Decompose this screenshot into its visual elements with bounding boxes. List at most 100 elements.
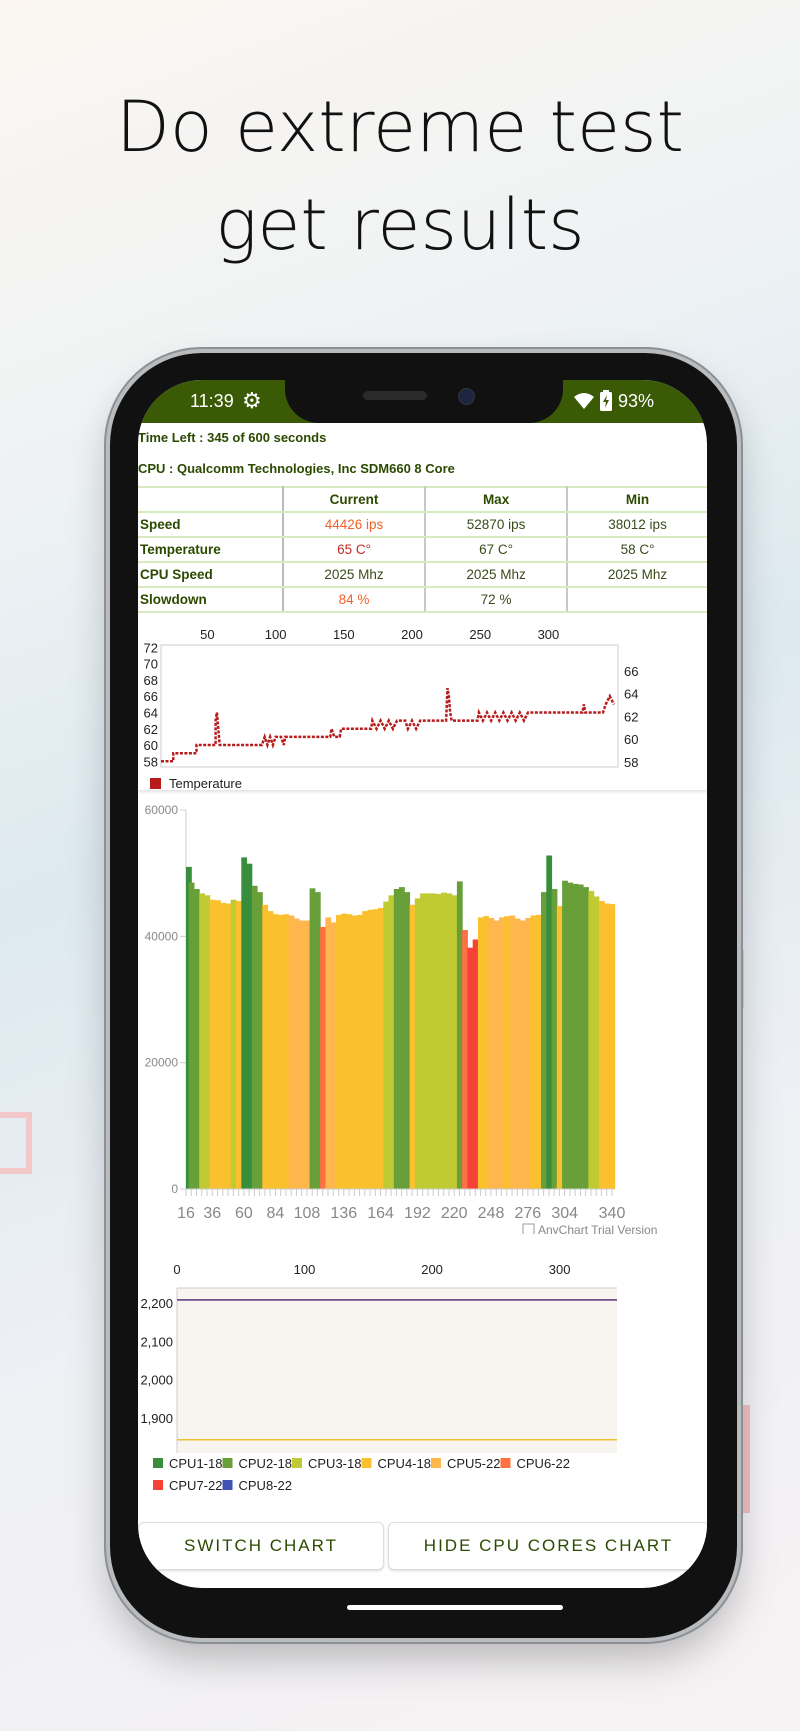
speed-bar <box>251 885 258 1189</box>
y-tick-label-left: 70 <box>144 657 158 672</box>
x-tick-label: 36 <box>203 1205 221 1222</box>
speed-bar <box>488 918 495 1189</box>
battery-percent: 93% <box>618 391 655 411</box>
legend-swatch <box>222 1458 233 1468</box>
phone-frame: 11:39 ⚙ 93% Time Left : 345 of 600 secon… <box>110 353 737 1638</box>
stats-table: Current Max Min Speed 44426 ips 52870 ip… <box>138 486 707 613</box>
time-left-label: Time Left : 345 of 600 seconds <box>138 430 327 445</box>
x-tick-label: 150 <box>333 627 355 642</box>
legend-label-temperature: Temperature <box>169 776 242 790</box>
phone-mute-switch <box>104 595 109 640</box>
table-row: Temperature 65 C° 67 C° 58 C° <box>138 536 707 563</box>
speaker-grille <box>363 391 427 400</box>
speed-bar <box>525 918 532 1189</box>
y-tick-label-right: 64 <box>624 687 638 702</box>
speed-bar <box>193 889 200 1189</box>
y-tick-label-left: 72 <box>144 640 158 655</box>
table-header-row: Current Max Min <box>138 486 707 513</box>
row-label: Slowdown <box>138 586 284 613</box>
table-header-min: Min <box>566 486 707 513</box>
decorative-bar <box>738 1405 750 1513</box>
speed-bar <box>220 902 226 1189</box>
cell-current: 65 C° <box>281 536 427 563</box>
cell-min: 58 C° <box>566 536 707 563</box>
speed-bar <box>535 914 542 1189</box>
speed-bar <box>188 882 195 1189</box>
speed-bar <box>246 863 253 1189</box>
legend-label: CPU4-18 <box>378 1456 431 1471</box>
temperature-chart-card: 50 100 150 200 250 300 58 60 62 64 66 68 70 72 58 60 62 6… <box>138 624 707 791</box>
speed-bar <box>409 904 416 1190</box>
speed-bar <box>399 887 405 1189</box>
switch-chart-button[interactable]: SWITCH CHART <box>138 1522 384 1570</box>
speed-bar <box>514 918 521 1189</box>
speed-bar <box>341 913 347 1189</box>
legend-swatch <box>153 1458 163 1468</box>
y-tick-label: 60000 <box>145 803 179 817</box>
headline: Do extreme test get results <box>0 78 800 274</box>
speed-bar <box>204 895 211 1189</box>
cell-min <box>566 586 707 613</box>
x-tick-label: 220 <box>441 1205 468 1222</box>
speed-bar <box>456 881 463 1189</box>
y-tick-label: 2,000 <box>140 1373 173 1388</box>
speed-bar <box>362 911 368 1189</box>
speed-bar <box>383 901 390 1189</box>
table-header-current: Current <box>281 486 427 513</box>
x-tick-label: 16 <box>177 1205 195 1222</box>
plot-area <box>177 1288 617 1453</box>
speed-bar <box>504 916 510 1189</box>
cell-min: 38012 ips <box>566 511 707 538</box>
phone-volume-up <box>104 680 109 768</box>
table-header <box>138 486 284 513</box>
x-tick-label: 100 <box>294 1262 316 1277</box>
decorative-frame <box>0 1112 32 1174</box>
speed-bar <box>546 855 553 1189</box>
legend-label: CPU3-18 <box>308 1456 361 1471</box>
y-tick-label-left: 68 <box>144 673 158 688</box>
speed-bar <box>530 915 537 1189</box>
speed-bar <box>215 900 221 1189</box>
speed-bar <box>314 892 321 1189</box>
cpu-name-label: CPU : Qualcomm Technologies, Inc SDM660 … <box>138 461 455 476</box>
speed-bar <box>441 892 447 1189</box>
x-tick-label: 192 <box>404 1205 431 1222</box>
x-tick-label: 248 <box>478 1205 505 1222</box>
speed-bar <box>335 914 342 1189</box>
speed-bar <box>556 906 563 1189</box>
speed-bar <box>304 920 311 1189</box>
y-tick-label-right: 66 <box>624 664 638 679</box>
x-tick-label: 136 <box>330 1205 357 1222</box>
y-tick-label-left: 64 <box>144 706 158 721</box>
speed-bar <box>257 892 263 1189</box>
speed-bar <box>509 915 516 1189</box>
x-tick-label: 108 <box>294 1205 321 1222</box>
speed-bar <box>483 916 489 1189</box>
speed-bar <box>278 914 284 1189</box>
speed-bar <box>325 917 332 1189</box>
y-tick-label-right: 62 <box>624 709 638 724</box>
speed-bar <box>593 896 600 1189</box>
legend-swatch <box>500 1458 511 1468</box>
speed-bar <box>393 889 400 1189</box>
legend-swatch-temperature <box>150 778 161 789</box>
speed-bar <box>425 893 432 1189</box>
cell-min: 2025 Mhz <box>566 561 707 588</box>
speed-bar <box>420 893 426 1189</box>
decorative-bar <box>738 950 744 1008</box>
x-tick-label: 200 <box>401 627 423 642</box>
speed-bar <box>577 884 584 1189</box>
speed-bar <box>477 917 484 1189</box>
x-tick-label: 304 <box>551 1205 578 1222</box>
speed-bar <box>541 892 547 1189</box>
speed-bar <box>567 882 574 1189</box>
speed-bar <box>293 918 300 1189</box>
home-indicator[interactable] <box>347 1605 563 1610</box>
speed-bar <box>572 883 579 1189</box>
legend-label: CPU5-22 <box>447 1456 500 1471</box>
y-tick-label: 0 <box>171 1182 178 1196</box>
y-tick-label-left: 60 <box>144 738 158 753</box>
x-tick-label: 0 <box>173 1262 180 1277</box>
hide-cpu-cores-chart-button[interactable]: HIDE CPU CORES CHART <box>388 1522 707 1570</box>
speed-bar <box>225 903 232 1189</box>
